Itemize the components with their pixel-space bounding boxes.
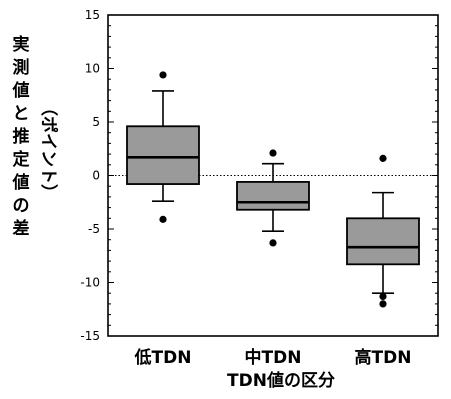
y-axis-title-char: 測 bbox=[13, 57, 30, 78]
y-axis-title-char: 実 bbox=[13, 34, 30, 55]
y-tick-label: 15 bbox=[85, 8, 100, 22]
category-label: 低TDN bbox=[134, 347, 192, 368]
box-3 bbox=[346, 154, 420, 308]
y-axis-unit: （ポイント） bbox=[38, 99, 59, 201]
y-tick-label: 10 bbox=[85, 62, 100, 76]
x-axis-title: TDN値の区分 bbox=[227, 370, 335, 391]
box-1 bbox=[126, 71, 200, 223]
y-axis-title-char: 値 bbox=[12, 172, 30, 193]
box-iqr bbox=[346, 217, 420, 266]
y-axis-title-char: 推 bbox=[13, 126, 30, 147]
y-axis-unit-text: （ポイント） bbox=[38, 99, 59, 201]
y-axis-title-char: 値 bbox=[12, 80, 30, 101]
category-label: 中TDN bbox=[245, 347, 302, 368]
outlier-point bbox=[269, 149, 277, 157]
outlier-point bbox=[379, 292, 387, 301]
category-label: 高TDN bbox=[355, 347, 412, 368]
y-tick-label: -10 bbox=[80, 276, 100, 290]
category-labels: 低TDN 中TDN 高TDN bbox=[134, 347, 412, 368]
outlier-point bbox=[379, 154, 387, 162]
y-tick-label: 5 bbox=[92, 115, 100, 129]
y-tick-label: 0 bbox=[92, 169, 100, 183]
outlier-point bbox=[379, 300, 387, 308]
box-series bbox=[126, 71, 420, 308]
outlier-point bbox=[159, 71, 167, 79]
y-tick-label: -15 bbox=[80, 329, 100, 343]
box-2 bbox=[236, 149, 310, 247]
y-axis-title-char: 差 bbox=[13, 218, 30, 239]
y-axis-title-char: 定 bbox=[13, 149, 30, 170]
box-iqr bbox=[236, 181, 310, 211]
box-iqr bbox=[126, 125, 200, 185]
outlier-point bbox=[159, 215, 167, 223]
y-axis-title-char: と bbox=[13, 104, 30, 124]
y-axis-title-char: の bbox=[13, 196, 30, 216]
outlier-point bbox=[269, 239, 277, 247]
y-tick-label: -5 bbox=[88, 222, 100, 236]
y-axis-ticks: 15 10 5 0 -5 -10 -15 bbox=[80, 8, 438, 343]
